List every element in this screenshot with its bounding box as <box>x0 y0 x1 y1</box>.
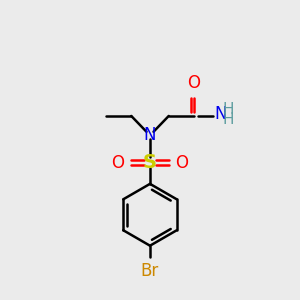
Text: Br: Br <box>141 262 159 280</box>
Text: O: O <box>111 154 124 172</box>
Text: N: N <box>144 126 156 144</box>
Text: H: H <box>223 112 234 127</box>
Text: O: O <box>187 74 200 92</box>
Text: S: S <box>143 153 157 172</box>
Text: N: N <box>214 106 227 124</box>
Text: O: O <box>176 154 189 172</box>
Text: H: H <box>223 102 234 117</box>
